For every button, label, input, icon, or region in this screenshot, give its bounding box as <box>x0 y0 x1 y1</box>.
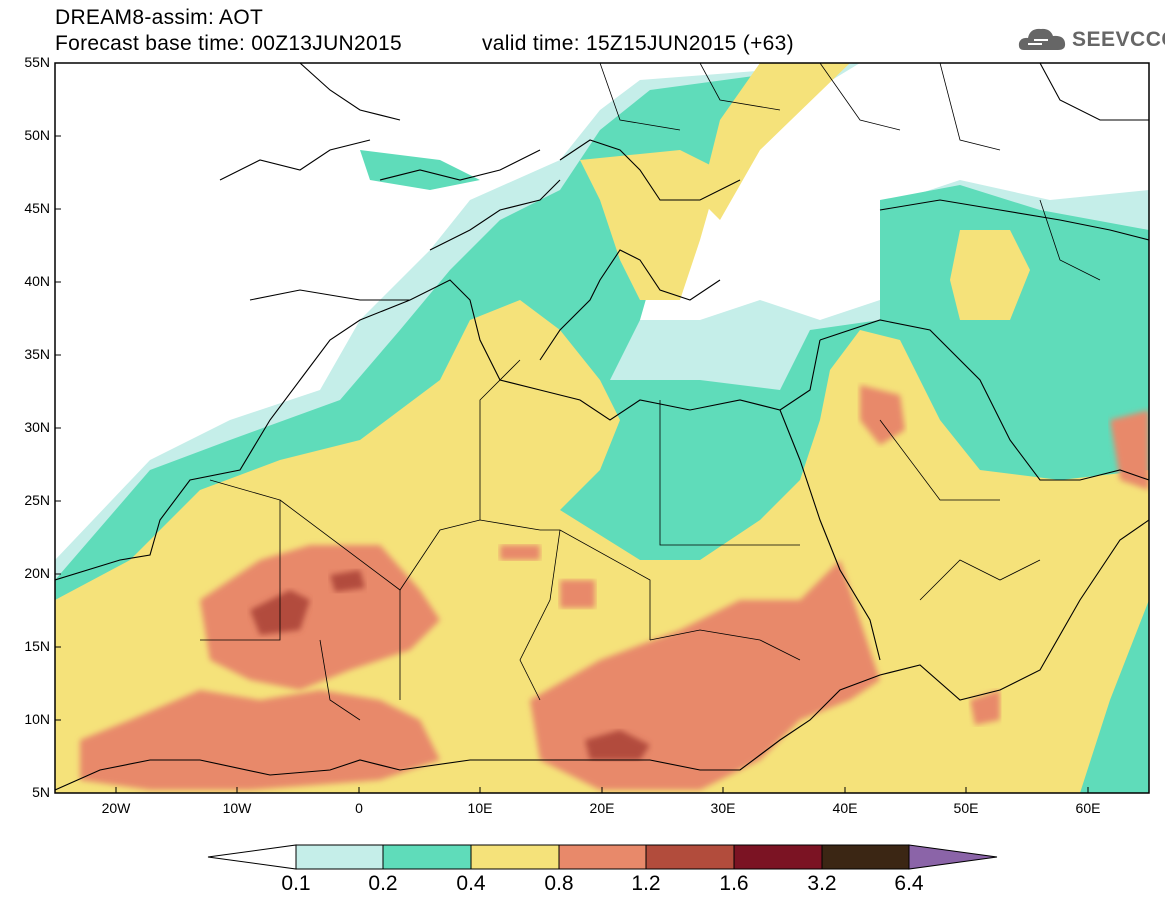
lat-label-55n: 55N <box>24 54 50 70</box>
valid-time: valid time: 15Z15JUN2015 (+63) <box>482 32 794 55</box>
lat-label-10n: 10N <box>24 711 50 727</box>
lat-label-20n: 20N <box>24 565 50 581</box>
lon-label-50e: 50E <box>953 800 979 816</box>
colorbar-bin-5 <box>645 844 735 870</box>
lat-label-25n: 25N <box>24 492 50 508</box>
colorbar-under-arrow <box>207 844 297 870</box>
aot-field <box>55 63 1149 793</box>
colorbar-label: 1.2 <box>631 872 661 895</box>
colorbar-label: 0.8 <box>544 872 574 895</box>
colorbar <box>207 844 998 870</box>
lat-label-40n: 40N <box>24 273 50 289</box>
lat-label-50n: 50N <box>24 127 50 143</box>
colorbar-label: 0.2 <box>368 872 398 895</box>
map-title: DREAM8-assim: AOT <box>55 6 264 29</box>
colorbar-label: 1.6 <box>719 872 749 895</box>
lon-label-20w: 20W <box>101 800 131 816</box>
lat-label-5n: 5N <box>32 784 50 800</box>
lon-label-40e: 40E <box>832 800 858 816</box>
colorbar-bin-6 <box>733 844 823 870</box>
axis-ticks <box>55 62 1089 793</box>
lon-label-30e: 30E <box>710 800 736 816</box>
coastlines <box>55 63 1149 791</box>
lat-label-35n: 35N <box>24 346 50 362</box>
logo-text: SEEVCCC <box>1072 28 1165 51</box>
lon-label-60e: 60E <box>1075 800 1101 816</box>
lat-label-15n: 15N <box>24 638 50 654</box>
colorbar-bin-4 <box>558 844 647 870</box>
cloud-logo-icon <box>1018 28 1066 50</box>
colorbar-label: 0.1 <box>281 872 311 895</box>
colorbar-bin-7 <box>821 844 910 870</box>
country-borders <box>200 63 1101 721</box>
lat-label-30n: 30N <box>24 419 50 435</box>
colorbar-bin-1 <box>295 844 384 870</box>
colorbar-over-arrow <box>908 844 998 870</box>
lon-label-0: 0 <box>355 800 363 816</box>
colorbar-label: 3.2 <box>807 872 837 895</box>
forecast-base-time: Forecast base time: 00Z13JUN2015 <box>55 32 402 55</box>
colorbar-label: 6.4 <box>894 872 924 895</box>
colorbar-bin-2 <box>382 844 472 870</box>
lon-label-20e: 20E <box>589 800 615 816</box>
colorbar-label: 0.4 <box>456 872 486 895</box>
lon-label-10e: 10E <box>467 800 493 816</box>
colorbar-bin-3 <box>470 844 560 870</box>
lon-label-10w: 10W <box>222 800 252 816</box>
lat-label-45n: 45N <box>24 200 50 216</box>
